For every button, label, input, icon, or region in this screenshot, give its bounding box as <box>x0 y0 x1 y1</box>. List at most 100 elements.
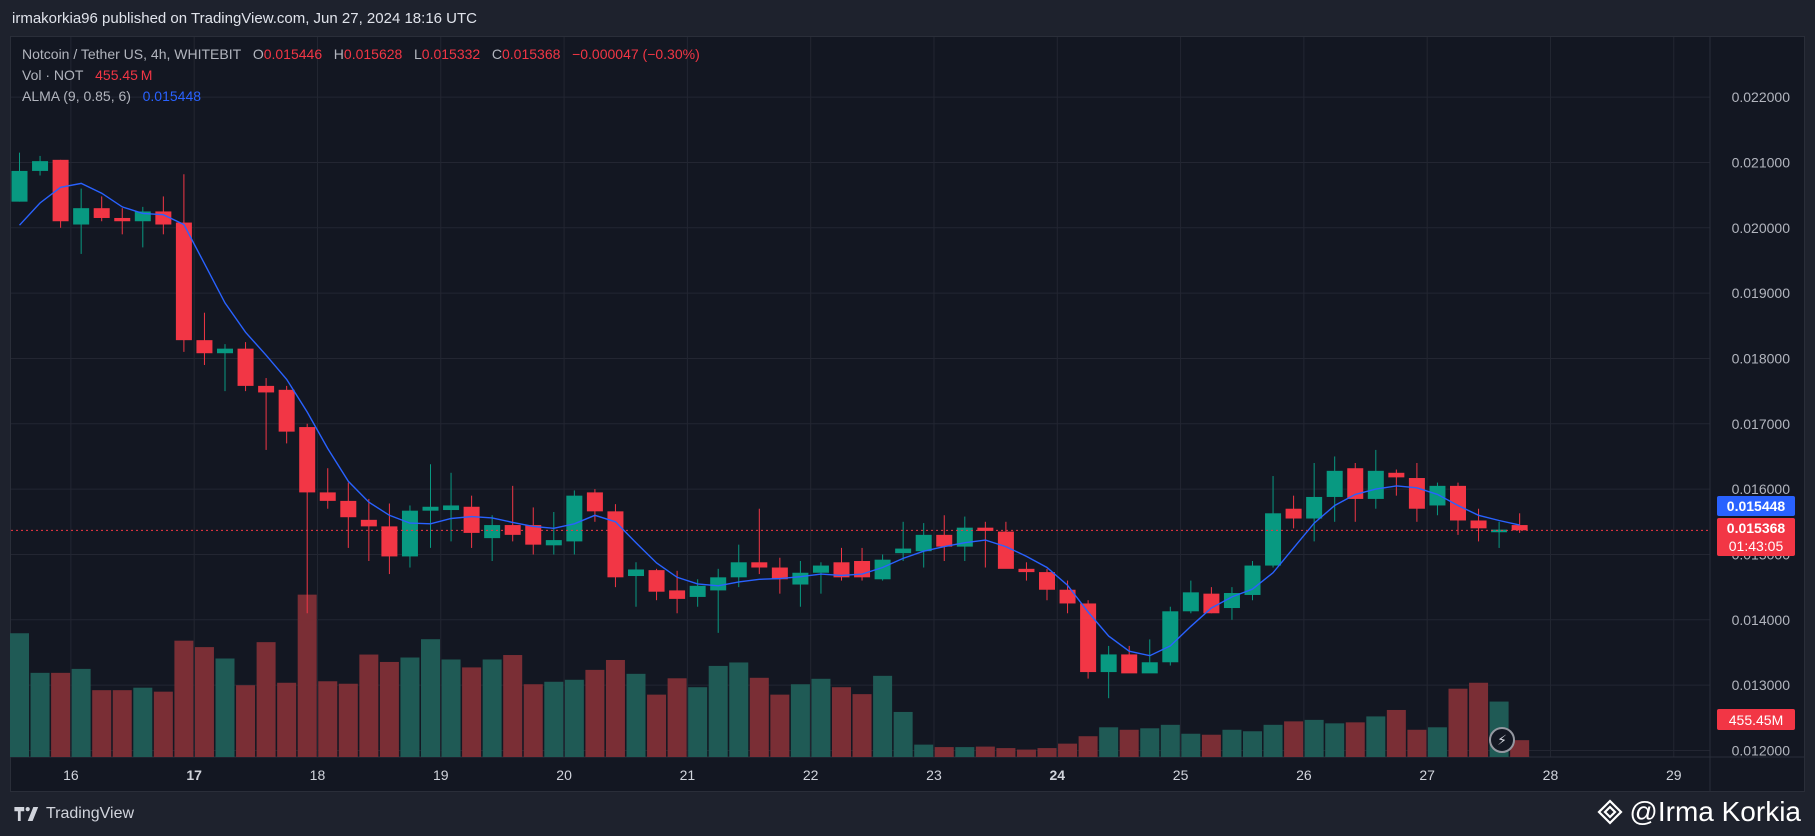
volume-bar <box>215 658 235 757</box>
volume-bar <box>1078 736 1098 757</box>
candle-body <box>669 590 686 599</box>
time-tick-label: 20 <box>556 767 572 783</box>
alma-line <box>18 182 1520 657</box>
close-price-tag: 0.015368 01:43:05 <box>1717 518 1795 556</box>
volume-bar <box>503 655 523 757</box>
candle-body <box>1080 603 1097 673</box>
price-axis[interactable]: 0.022000 0.021000 0.020000 0.019000 0.018000… <box>1732 89 1791 758</box>
legend-ohlc: Notcoin / Tether US, 4h, WHITEBIT O0.015… <box>22 44 700 65</box>
volume-bar <box>996 748 1016 757</box>
volume-bar <box>277 682 297 757</box>
time-tick-label: 16 <box>63 767 79 783</box>
volume-bar <box>318 681 338 757</box>
volume-bar <box>647 694 667 757</box>
candle-body <box>258 385 275 393</box>
open-label: O <box>252 46 264 62</box>
candle-body <box>895 548 912 554</box>
volume-bar <box>174 640 194 757</box>
volume-bar <box>955 747 975 757</box>
top-bar: irmakorkia96 published on TradingView.co… <box>0 0 1815 36</box>
candle-body <box>545 540 562 546</box>
volume-bar <box>626 673 646 757</box>
candle-body <box>566 495 583 542</box>
volume-bars <box>10 594 1530 757</box>
candle-body <box>299 427 316 493</box>
volume-bar <box>667 678 687 757</box>
candle-body <box>1408 478 1425 509</box>
candle-body <box>278 389 295 432</box>
volume-bar <box>236 685 256 757</box>
volume-bar <box>359 654 379 757</box>
time-axis[interactable]: 16 17 18 19 20 21 22 23 24 25 26 27 28 29 <box>63 767 1682 783</box>
candle-body <box>710 577 727 591</box>
candle-body <box>1511 525 1528 531</box>
volume-bar <box>400 657 420 757</box>
volume-bar <box>1058 743 1078 757</box>
volume-bar <box>605 659 625 757</box>
volume-bar <box>523 684 543 757</box>
volume-bar <box>1263 724 1283 757</box>
volume-bar <box>1201 734 1221 757</box>
time-tick-label: 24 <box>1049 767 1065 783</box>
candle-body <box>1244 565 1261 595</box>
volume-bar <box>482 659 502 757</box>
price-tick-label: 0.014000 <box>1732 612 1791 628</box>
volume-bar <box>10 633 29 757</box>
time-tick-label: 18 <box>310 767 326 783</box>
candle-body <box>1121 654 1138 674</box>
candle-body <box>771 567 788 580</box>
candle-body <box>977 527 994 531</box>
lightning-icon[interactable]: ⚡ <box>1489 727 1515 753</box>
price-tick-label: 0.018000 <box>1732 350 1791 366</box>
legend-volume[interactable]: Vol · NOT 455.45 M <box>22 65 700 86</box>
candle-body <box>1059 589 1076 604</box>
volume-bar <box>1119 729 1139 757</box>
binance-icon <box>1597 799 1623 825</box>
candle-body <box>1162 611 1179 663</box>
volume-bar <box>256 642 276 757</box>
tradingview-brand[interactable]: TradingView <box>14 805 134 823</box>
candle-body <box>52 159 69 222</box>
volume-bar <box>71 668 91 757</box>
volume-bar <box>873 675 893 757</box>
volume-value: 455.45 M <box>95 67 153 83</box>
volume-bar <box>30 672 50 757</box>
volume-bar <box>1304 719 1324 757</box>
candle-body <box>1018 568 1035 573</box>
chart-svg[interactable]: 0.022000 0.021000 0.020000 0.019000 0.018000… <box>0 0 1815 792</box>
candle-body <box>730 562 747 578</box>
brand-text: TradingView <box>46 805 135 822</box>
candle-body <box>93 208 110 218</box>
candle-body <box>319 492 336 501</box>
alma-value: 0.015448 <box>142 88 202 104</box>
volume-bar <box>708 665 728 757</box>
volume-bar <box>749 677 769 757</box>
candle-body <box>1388 472 1405 478</box>
author-text: @Irma Korkia <box>1629 796 1801 827</box>
price-tick-label: 0.013000 <box>1732 677 1791 693</box>
candle-body <box>936 534 953 547</box>
symbol-title[interactable]: Notcoin / Tether US, 4h, WHITEBIT <box>22 46 242 62</box>
candle-body <box>1450 485 1466 521</box>
candle-body <box>628 569 644 577</box>
volume-bar <box>441 659 461 757</box>
close-tag-bg <box>1717 518 1795 556</box>
volume-bar <box>462 667 482 757</box>
candle-body <box>1223 593 1240 609</box>
candle-body <box>340 500 357 518</box>
time-tick-label: 19 <box>433 767 449 783</box>
candle-body <box>1203 593 1220 614</box>
legend-alma[interactable]: ALMA (9, 0.85, 6) 0.015448 <box>22 86 700 107</box>
open-value: 0.015446 <box>263 46 323 62</box>
candle-body <box>11 170 28 202</box>
volume-bar <box>1222 729 1242 757</box>
price-tick-label: 0.016000 <box>1732 481 1791 497</box>
volume-bar <box>688 687 708 757</box>
price-tick-label: 0.020000 <box>1732 220 1791 236</box>
candle-body <box>751 562 768 568</box>
countdown-text: 01:43:05 <box>1729 538 1784 554</box>
candle-body <box>217 348 233 354</box>
time-tick-label: 17 <box>186 767 202 783</box>
high-label: H <box>333 46 344 62</box>
candle-body <box>73 208 90 225</box>
